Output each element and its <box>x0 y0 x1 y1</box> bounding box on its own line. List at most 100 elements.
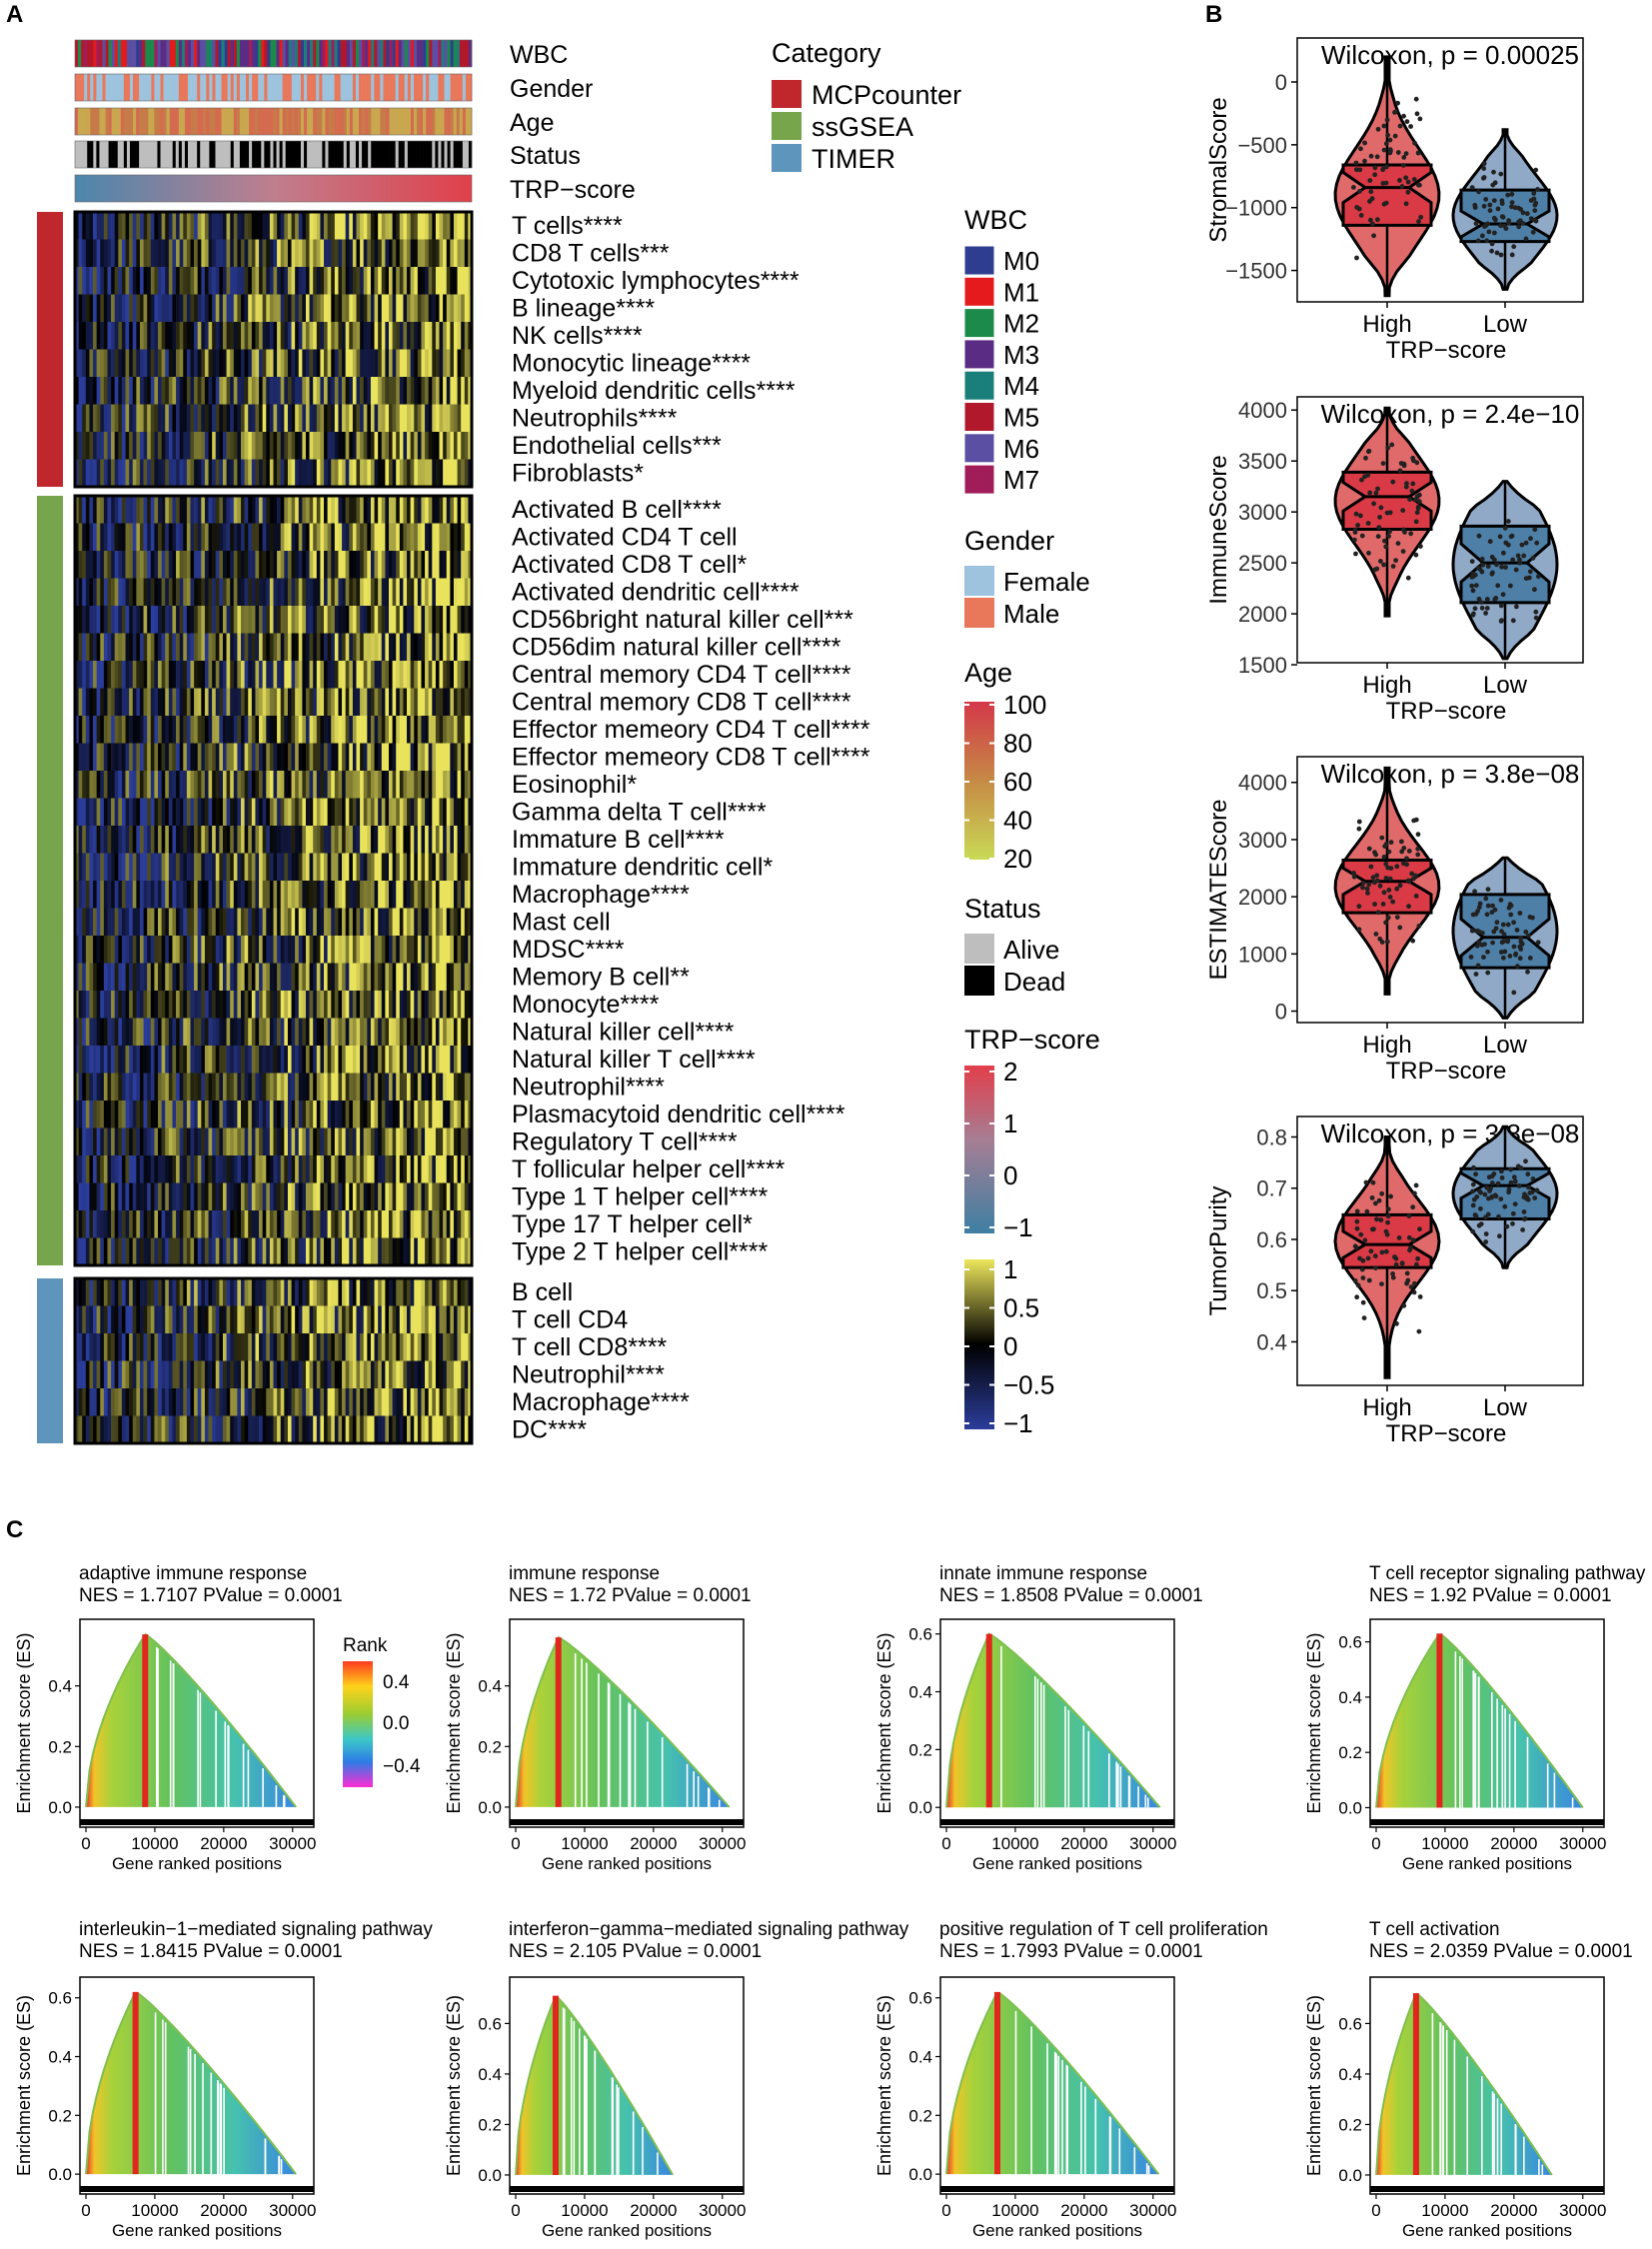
heat-cell <box>197 908 202 937</box>
heat-cell <box>100 239 105 268</box>
heat-cell <box>367 267 372 295</box>
heat-cell <box>259 661 263 689</box>
heat-cell <box>461 212 466 240</box>
heat-cell <box>222 212 227 240</box>
track-cell <box>255 141 259 168</box>
heat-cell <box>197 551 202 579</box>
heat-cell <box>273 881 278 909</box>
heat-cell <box>468 1182 473 1211</box>
heat-cell <box>255 551 260 579</box>
heat-cell <box>313 349 318 378</box>
heat-cell <box>324 1155 328 1183</box>
heat-cell <box>277 1127 282 1156</box>
heat-cell <box>150 936 155 964</box>
heat-cell <box>204 322 209 350</box>
heat-cell <box>273 523 278 552</box>
track-cell <box>133 40 137 67</box>
heat-cell <box>298 716 303 744</box>
heat-cell <box>370 404 375 433</box>
heat-cell <box>378 267 383 295</box>
heat-cell <box>273 936 278 964</box>
heat-cell <box>219 881 224 909</box>
track-cell <box>285 74 290 101</box>
track-cell <box>224 141 228 168</box>
heat-cell <box>82 523 87 552</box>
heat-cell <box>410 1018 415 1047</box>
heat-cell <box>349 936 354 964</box>
heat-cell <box>161 1018 166 1047</box>
heat-cell <box>396 212 401 240</box>
heat-cell <box>468 1237 473 1266</box>
heat-cell <box>259 688 263 717</box>
heat-cell <box>237 322 242 350</box>
heat-cell <box>450 1046 455 1074</box>
heat-cell <box>125 743 130 772</box>
heat-cell <box>313 606 318 634</box>
heat-cell <box>259 1046 263 1074</box>
track-cell <box>200 141 204 168</box>
heat-cell <box>237 294 242 323</box>
heat-cell <box>222 1155 227 1183</box>
heat-cell <box>360 881 365 909</box>
heat-cell <box>407 798 411 827</box>
heat-cell <box>360 991 365 1019</box>
heat-cell <box>457 991 462 1019</box>
heat-cell <box>468 936 473 964</box>
heat-cell <box>266 404 271 433</box>
heat-cell <box>295 496 300 524</box>
heat-cell <box>450 1182 455 1211</box>
heat-cell <box>147 459 152 488</box>
heat-cell <box>103 1210 108 1238</box>
track-cell <box>407 108 412 135</box>
heat-cell <box>100 459 105 488</box>
heat-cell <box>107 377 112 405</box>
heat-cell <box>381 377 386 405</box>
heat-cell <box>82 1101 87 1128</box>
heat-cell <box>338 853 343 882</box>
heat-cell <box>280 432 285 460</box>
heat-cell <box>78 212 83 240</box>
heat-cell <box>179 716 184 744</box>
heat-cell <box>143 1155 148 1183</box>
heat-cell <box>439 1127 444 1156</box>
track-cell <box>215 74 219 101</box>
heat-cell <box>165 1210 170 1238</box>
track-cell <box>355 108 360 135</box>
heat-cell <box>183 688 188 717</box>
heat-cell <box>432 1155 437 1183</box>
heat-cell <box>298 294 303 323</box>
heat-cell <box>103 1237 108 1266</box>
track-cell <box>377 74 381 101</box>
heat-cell <box>334 936 339 964</box>
heat-cell <box>107 936 112 964</box>
heat-cell <box>313 1073 318 1102</box>
heat-cell <box>349 239 354 268</box>
heat-cell <box>183 1210 188 1238</box>
heat-cell <box>259 432 263 460</box>
heat-cell <box>82 716 87 744</box>
heat-cell <box>136 1237 141 1266</box>
heat-cell <box>197 853 202 882</box>
heat-cell <box>287 1101 292 1128</box>
heat-cell <box>399 551 404 579</box>
heat-cell <box>324 771 328 799</box>
heat-cell <box>403 1018 408 1047</box>
heat-cell <box>280 853 285 882</box>
heat-cell <box>287 1127 292 1156</box>
heat-cell <box>147 212 152 240</box>
heat-cell <box>349 606 354 634</box>
track-cell <box>267 74 271 101</box>
heat-cell <box>194 377 199 405</box>
heat-cell <box>334 963 339 992</box>
heat-cell <box>194 267 199 295</box>
heat-cell <box>345 267 350 295</box>
heat-cell <box>118 688 123 717</box>
track-cell <box>145 141 149 168</box>
heat-cell <box>327 1073 332 1102</box>
heat-cell <box>201 496 206 524</box>
heat-cell <box>291 963 296 992</box>
track-cell <box>273 74 277 101</box>
heat-cell <box>201 1073 206 1102</box>
heat-cell <box>266 496 271 524</box>
track-cell <box>331 74 335 101</box>
